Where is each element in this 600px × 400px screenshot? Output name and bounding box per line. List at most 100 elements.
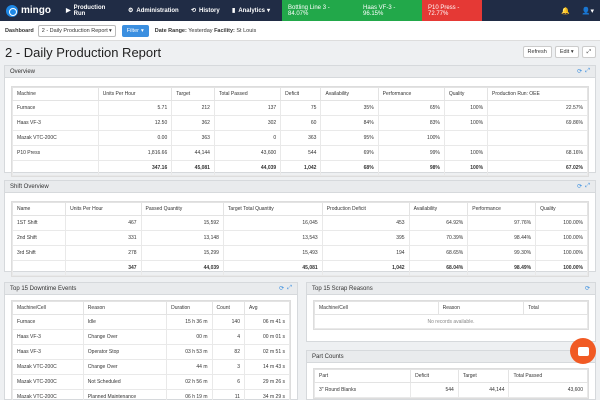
- status-badge-p10-press[interactable]: P10 Press - 72.77%: [422, 0, 482, 21]
- chat-button[interactable]: [570, 338, 596, 364]
- table-cell: 278: [65, 245, 142, 261]
- table-cell: 00 m 01 s: [243, 329, 291, 345]
- table-row: Furnace Idle 15 h 36 m 140 06 m 41 s: [12, 314, 291, 330]
- column-header[interactable]: Passed Quantity: [140, 202, 224, 216]
- table-row: Mazak VTC-200C Not Scheduled 02 h 56 m 6 29 …: [12, 374, 291, 390]
- dashboard-label: Dashboard: [5, 27, 34, 34]
- table-cell: 137: [213, 100, 282, 116]
- table-cell: 44,144: [171, 145, 215, 161]
- column-header[interactable]: Total Passed: [508, 369, 588, 383]
- refresh-icon[interactable]: ⟳: [279, 286, 285, 292]
- table-cell: 3rd Shift: [11, 245, 67, 261]
- filter-button[interactable]: Filter ▾: [121, 24, 149, 37]
- column-header[interactable]: Availability: [320, 87, 379, 101]
- column-header[interactable]: Machine/Cell: [314, 301, 439, 315]
- table-cell: 64.92%: [408, 215, 469, 231]
- app-name: mingo: [21, 5, 51, 16]
- table-row: 1ST Shift 467 15,592 16,045 453 64.92% 97.76% 1…: [11, 215, 588, 231]
- user-icon[interactable]: 👤▾: [581, 7, 594, 15]
- nav-production-run[interactable]: ▶ Production Run: [66, 4, 106, 17]
- table-cell: 29 m 26 s: [243, 374, 291, 390]
- nav-analytics[interactable]: ▮ Analytics ▾: [232, 7, 271, 15]
- edit-button[interactable]: Edit ▾: [554, 46, 579, 58]
- status-badge-haas[interactable]: Haas VF-3 - 96.15%: [357, 0, 422, 21]
- table-cell: 140: [211, 314, 245, 330]
- column-header[interactable]: Units Per Hour: [97, 87, 173, 101]
- table-row: P10 Press 1,816.66 44,144 43,600 544 69% 99% 10…: [12, 145, 588, 161]
- column-header[interactable]: Target: [457, 369, 510, 383]
- logo-icon: [6, 4, 18, 17]
- status-badge-bottling-line[interactable]: Bottling Line 3 - 84.07%: [282, 0, 357, 21]
- column-header[interactable]: Quality: [443, 87, 489, 101]
- table-cell: [12, 160, 99, 176]
- column-header[interactable]: Total: [523, 301, 588, 315]
- column-header[interactable]: Performance: [377, 87, 445, 101]
- column-header[interactable]: Production Deficit: [321, 202, 410, 216]
- table-cell: 12.50: [97, 115, 173, 131]
- column-header[interactable]: Reason: [437, 301, 525, 315]
- nav-administration[interactable]: ⚙ Administration: [128, 7, 179, 15]
- refresh-icon[interactable]: ⟳: [584, 286, 590, 292]
- column-header[interactable]: Machine/Cell: [12, 301, 84, 315]
- table-cell: 99%: [377, 145, 445, 161]
- table-cell: 15,299: [140, 245, 224, 261]
- shift-overview-header: Shift Overview ⟳ ⤢: [5, 181, 595, 193]
- column-header[interactable]: Avg: [243, 301, 291, 315]
- column-header[interactable]: Quality: [535, 202, 588, 216]
- column-header[interactable]: Target: [171, 87, 215, 101]
- column-header[interactable]: Deficit: [280, 87, 322, 101]
- dashboard-select[interactable]: 2 - Daily Production Report ▾: [37, 24, 116, 37]
- table-cell: 0.00: [97, 130, 173, 146]
- column-header[interactable]: Count: [211, 301, 245, 315]
- mingo-logo[interactable]: mingo: [0, 4, 60, 17]
- page-title: 2 - Daily Production Report: [5, 45, 162, 60]
- table-cell: 68%: [320, 160, 379, 176]
- bell-icon[interactable]: 🔔: [561, 7, 570, 15]
- total-row: 347.16 45,081 44,039 1,042 68% 98% 100% 67.02%: [12, 160, 588, 176]
- refresh-button[interactable]: Refresh: [522, 46, 552, 58]
- column-header[interactable]: Performance: [467, 202, 537, 216]
- total-row: 347 44,039 45,081 1,042 68.04% 98.49% 100.00%: [11, 260, 588, 276]
- expand-icon[interactable]: ⤢: [585, 183, 590, 189]
- refresh-icon[interactable]: ⟳: [577, 69, 583, 75]
- table-cell: Change Over: [82, 329, 168, 345]
- expand-icon[interactable]: ⤢: [581, 46, 596, 58]
- table-cell: 84%: [320, 115, 379, 131]
- expand-icon[interactable]: ⤢: [287, 285, 292, 291]
- table-cell: 100.00%: [535, 260, 588, 276]
- column-header[interactable]: Deficit: [410, 369, 459, 383]
- table-cell: Not Scheduled: [82, 374, 168, 390]
- column-header[interactable]: Name: [11, 202, 67, 216]
- column-header[interactable]: Duration: [166, 301, 213, 315]
- table-cell: P10 Press: [12, 145, 99, 161]
- table-cell: Change Over: [82, 359, 168, 375]
- gear-icon: ⚙: [128, 8, 134, 14]
- table-cell: 82: [211, 344, 245, 360]
- table-cell: [487, 130, 588, 146]
- downtime-table: Machine/Cell Reason Duration Count Avg Furna…: [12, 301, 291, 400]
- table-row: 2nd Shift 331 13,148 13,543 395 70.39% 98.44% 1…: [11, 230, 588, 246]
- chevron-down-icon: ▾: [570, 49, 574, 55]
- nav-history[interactable]: ⟲ History: [191, 7, 220, 15]
- table-cell: 34 m 29 s: [243, 389, 291, 400]
- table-cell: 100%: [377, 130, 445, 146]
- column-header[interactable]: Production Run: OEE: [487, 87, 588, 101]
- table-cell: 347.16: [97, 160, 173, 176]
- refresh-icon[interactable]: ⟳: [577, 184, 583, 190]
- column-header[interactable]: Reason: [82, 301, 168, 315]
- table-cell: 65%: [377, 100, 445, 116]
- column-header[interactable]: Availability: [408, 202, 469, 216]
- column-header[interactable]: Machine: [12, 87, 99, 101]
- column-header[interactable]: Target Total Quantity: [222, 202, 323, 216]
- table-cell: 3: [211, 359, 245, 375]
- column-header[interactable]: Units Per Hour: [65, 202, 142, 216]
- column-header[interactable]: Total Passed: [213, 87, 282, 101]
- table-cell: 3" Round Blanks: [313, 382, 412, 398]
- expand-icon[interactable]: ⤢: [585, 68, 590, 74]
- table-cell: 43,600: [213, 145, 282, 161]
- overview-table: Machine Units Per Hour Target Total Passed D…: [12, 87, 588, 176]
- column-header[interactable]: Part: [313, 369, 412, 383]
- table-row: Furnace 5.71 212 137 75 35% 65% 100% 22.57%: [12, 100, 588, 116]
- table-cell: 15,592: [140, 215, 224, 231]
- table-cell: 194: [321, 245, 410, 261]
